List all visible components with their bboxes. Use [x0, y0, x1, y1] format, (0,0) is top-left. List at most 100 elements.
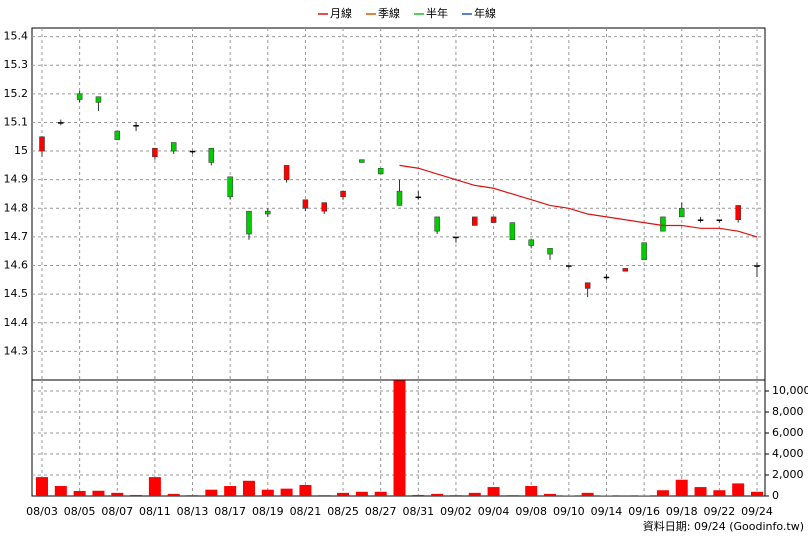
legend-label: 年線 [474, 6, 496, 20]
candle-body [321, 202, 327, 212]
volume-bar [355, 491, 368, 496]
candle-body [472, 216, 478, 226]
candle-body [76, 93, 83, 100]
legend-label: 半年 [426, 6, 448, 20]
x-tick-label: 08/21 [290, 505, 322, 518]
footer: 資料日期: 09/24 (Goodinfo.tw) [643, 519, 804, 533]
volume-bar [751, 491, 763, 496]
x-tick-label: 08/27 [365, 505, 397, 518]
y2-tick-label: 0 [772, 489, 779, 502]
candle-body [39, 136, 45, 152]
x-tick-label: 08/25 [327, 505, 359, 518]
volume-bar [148, 477, 161, 496]
x-tick-label: 09/16 [628, 505, 660, 518]
y-tick-label: 15 [14, 144, 28, 157]
candle-body [340, 190, 346, 198]
candle-body [622, 268, 629, 272]
y-tick-label: 14.9 [4, 173, 29, 186]
x-tick-label: 09/02 [440, 505, 472, 518]
y-tick-label: 14.7 [4, 230, 29, 243]
volume-bar [506, 495, 519, 496]
volume-bar [544, 493, 557, 496]
legend-label: 季線 [378, 6, 400, 20]
y-tick-label: 15.1 [4, 115, 29, 128]
x-tick-label: 08/05 [64, 505, 96, 518]
ma-line [399, 164, 758, 238]
volume-bar [732, 483, 745, 496]
y-tick-label: 14.4 [4, 316, 29, 329]
volume-bar [656, 490, 669, 496]
x-tick-label: 08/13 [177, 505, 209, 518]
candle-body [396, 190, 403, 206]
x-tick-label: 09/14 [591, 505, 623, 518]
candle-body [641, 242, 647, 261]
candle-body [566, 265, 572, 267]
candle-body [377, 167, 384, 175]
candle-body [509, 222, 516, 241]
candle-body [152, 147, 158, 158]
candle-body [114, 130, 121, 140]
volume-bar [638, 495, 651, 496]
x-tick-label: 09/04 [478, 505, 510, 518]
y2-tick-label: 10,000 [772, 384, 808, 397]
candle-body [547, 248, 553, 255]
volume-bar [36, 477, 48, 496]
volume-bar [675, 479, 688, 496]
x-tick-label: 09/08 [515, 505, 547, 518]
y-tick-label: 14.3 [4, 344, 29, 357]
x-tick-label: 09/22 [704, 505, 736, 518]
candle-body [133, 125, 139, 127]
volume-bar [600, 495, 613, 496]
volume-bar [54, 486, 67, 496]
candle-body [95, 96, 102, 103]
volume-bar [299, 484, 312, 496]
volume-bar [694, 487, 707, 496]
volume-bar [412, 494, 425, 496]
candle-body [584, 282, 591, 289]
candle-body [227, 176, 233, 198]
volume-bar [468, 492, 481, 496]
volume-bar [562, 495, 575, 496]
volume-bar [619, 495, 632, 496]
x-tick-label: 08/19 [252, 505, 284, 518]
volume-bar [224, 486, 237, 496]
y2-tick-label: 2,000 [772, 468, 804, 481]
volume-bar [525, 486, 538, 496]
volume-bar [167, 493, 180, 496]
candle-body [189, 150, 196, 153]
candle-body [735, 205, 741, 220]
volume-bar [374, 491, 387, 496]
candle-body [415, 196, 422, 199]
candle-body [170, 142, 177, 152]
volume-bar [205, 489, 218, 496]
x-tick-label: 09/10 [553, 505, 585, 518]
candle-body [302, 199, 309, 209]
x-tick-label: 08/11 [139, 505, 171, 518]
candle-body [603, 276, 610, 279]
candle-body [283, 165, 290, 180]
candle-body [678, 208, 685, 218]
volume-bar [713, 490, 726, 496]
candle-body [528, 239, 534, 246]
volume-bar [393, 380, 406, 496]
volume-bar [261, 489, 274, 496]
candle-body [265, 210, 271, 215]
volume-bar [431, 493, 444, 496]
candle-body [359, 159, 365, 163]
y-tick-label: 15.3 [4, 58, 29, 71]
volume-bar [449, 495, 462, 496]
legend-label: 月線 [330, 6, 352, 20]
x-tick-label: 09/18 [666, 505, 698, 518]
candle-body [754, 265, 760, 267]
candle-body [716, 219, 723, 221]
x-tick-label: 08/17 [214, 505, 246, 518]
x-tick-label: 09/24 [741, 505, 773, 518]
y2-tick-label: 8,000 [772, 405, 804, 418]
volume-bar [280, 488, 293, 496]
volume-bar [130, 494, 143, 496]
candle-body [208, 147, 215, 163]
y-tick-label: 14.6 [4, 259, 29, 272]
candle-body [453, 236, 459, 239]
candle-body [660, 216, 666, 232]
